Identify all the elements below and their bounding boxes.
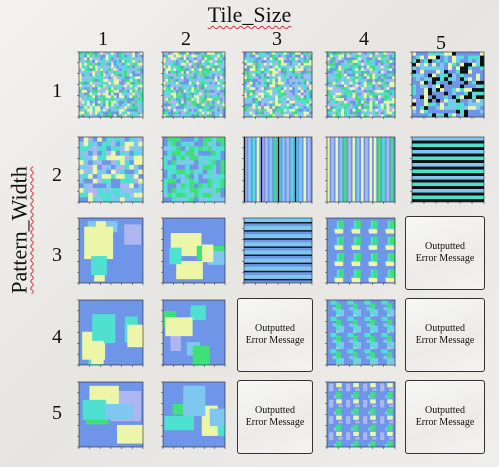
error-message-box: Outputted Error Message [237, 380, 313, 454]
axis-ticks [242, 51, 313, 119]
pattern-pixels [163, 137, 226, 203]
pattern-plot-r4-c1 [70, 296, 146, 374]
error-message-text: Outputted Error Message [245, 323, 305, 346]
error-message-box: Outputted Error Message [405, 298, 485, 372]
axis-ticks [325, 217, 396, 285]
pattern-pixels [163, 305, 210, 365]
axis-ticks [325, 136, 396, 204]
row-header-1: 1 [52, 80, 62, 102]
figure-title: Tile_Size [207, 2, 292, 27]
error-message-text: Outputted Error Message [415, 241, 475, 264]
pattern-pixels [82, 385, 143, 444]
pattern-plot-r2-c4 [318, 133, 398, 211]
pattern-plot-r2-c3 [235, 133, 315, 211]
pattern-plot-r3-c4 [318, 214, 398, 292]
axis-ticks [325, 299, 396, 367]
pattern-plot-r1-c4 [318, 48, 398, 126]
axis-ticks [410, 136, 485, 204]
pattern-pixels [79, 52, 144, 118]
column-header-2: 2 [181, 28, 191, 50]
axis-ticks [161, 51, 226, 119]
pattern-pixels [327, 137, 394, 202]
pattern-pixels [164, 385, 225, 436]
pattern-pixels [79, 137, 144, 203]
column-header-1: 1 [98, 28, 108, 50]
pattern-plot-r2-c5 [403, 133, 487, 211]
pattern-pixels [84, 221, 142, 282]
error-message-box: Outputted Error Message [405, 216, 485, 290]
pattern-pixels [82, 314, 143, 365]
pattern-pixels [163, 52, 226, 118]
pattern-plot-r3-c3 [235, 214, 315, 292]
error-message-text: Outputted Error Message [415, 323, 475, 346]
error-message-text: Outputted Error Message [245, 405, 305, 428]
row-header-2: 2 [52, 164, 62, 186]
column-header-4: 4 [359, 28, 369, 50]
pattern-plot-r5-c2 [154, 378, 228, 456]
pattern-pixels [412, 137, 484, 202]
axis-ticks [77, 381, 144, 449]
error-message-text: Outputted Error Message [415, 405, 475, 428]
pattern-plot-r4-c4 [318, 296, 398, 374]
axis-ticks [77, 136, 144, 204]
axis-ticks [242, 136, 313, 204]
axis-ticks [161, 299, 226, 367]
pattern-plot-r2-c1 [70, 133, 146, 211]
error-message-box: Outputted Error Message [237, 298, 313, 372]
pattern-plot-r1-c2 [154, 48, 228, 126]
axis-ticks [325, 51, 396, 119]
axis-ticks [242, 217, 313, 285]
error-message-box: Outputted Error Message [405, 380, 485, 454]
axis-ticks [410, 51, 485, 119]
pattern-plot-r4-c2 [154, 296, 228, 374]
pattern-pixels [169, 233, 225, 280]
axis-ticks [77, 299, 144, 367]
pattern-pixels [329, 383, 394, 447]
pattern-plot-r1-c5 [403, 48, 487, 126]
pattern-pixels [333, 220, 395, 283]
pattern-pixels [412, 52, 485, 118]
axis-ticks [77, 51, 144, 119]
pattern-pixels [327, 52, 396, 118]
axis-ticks [325, 381, 396, 449]
axis-ticks [77, 217, 144, 285]
pattern-plot-r3-c1 [70, 214, 146, 292]
pattern-plot-r5-c1 [70, 378, 146, 456]
pattern-pixels [244, 52, 313, 118]
pattern-plot-r1-c1 [70, 48, 146, 126]
pattern-plot-r5-c4 [318, 378, 398, 456]
column-header-3: 3 [272, 28, 282, 50]
axis-ticks [161, 136, 226, 204]
pattern-plot-r2-c2 [154, 133, 228, 211]
pattern-plot-r1-c3 [235, 48, 315, 126]
pattern-plot-r3-c2 [154, 214, 228, 292]
pattern-pixels [330, 300, 395, 365]
pattern-width-label: Pattern_Width [7, 166, 32, 294]
column-header-5: 5 [436, 32, 446, 54]
pattern-pixels [244, 137, 311, 202]
axis-ticks [161, 381, 226, 449]
row-header-4: 4 [52, 326, 62, 348]
axis-ticks [161, 217, 226, 285]
row-header-3: 3 [52, 244, 62, 266]
row-header-5: 5 [52, 402, 62, 424]
pattern-pixels [244, 218, 312, 281]
